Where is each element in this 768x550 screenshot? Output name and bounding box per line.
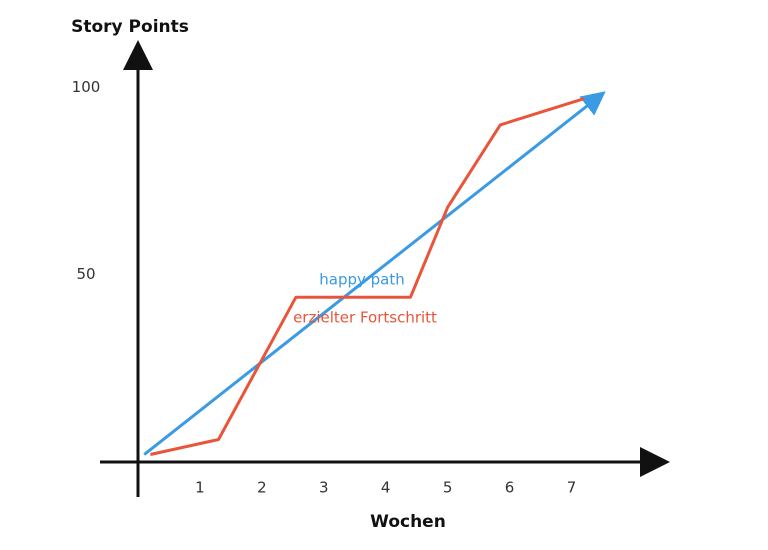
x-tick-label: 3: [319, 479, 329, 497]
y-tick-label: 50: [76, 265, 95, 283]
series-line: [143, 91, 606, 456]
series-label: erzielter Fortschritt: [293, 309, 437, 327]
x-tick-label: 6: [505, 479, 515, 497]
x-tick-label: 5: [443, 479, 453, 497]
series-line: [150, 97, 585, 456]
series-label: happy path: [319, 271, 405, 289]
y-axis-label: Story Points: [71, 17, 189, 37]
x-tick-label: 7: [567, 479, 577, 497]
x-tick-label: 4: [381, 479, 391, 497]
x-tick-label: 1: [195, 479, 205, 497]
x-axis-label: Wochen: [370, 512, 446, 532]
y-tick-label: 100: [72, 78, 101, 96]
x-tick-label: 2: [257, 479, 267, 497]
